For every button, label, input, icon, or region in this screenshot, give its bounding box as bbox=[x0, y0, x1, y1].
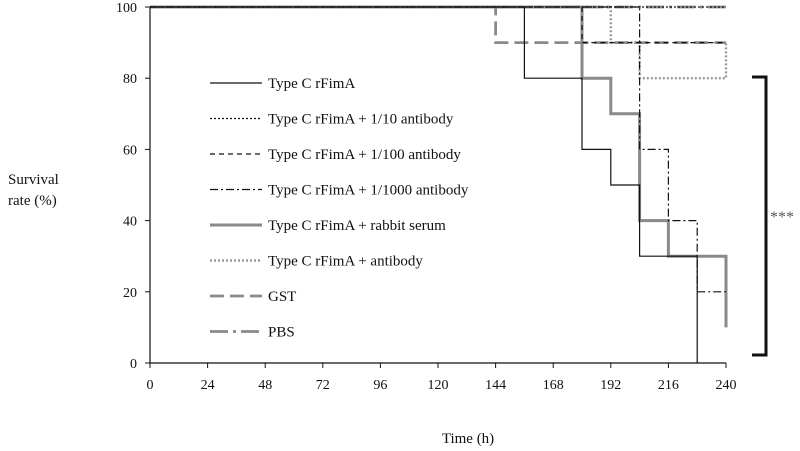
significance-label: *** bbox=[770, 209, 794, 226]
x-ticks: 0 24 48 72 96 120 144 168 192 216 240 bbox=[147, 363, 737, 393]
x-tick-label: 192 bbox=[600, 378, 621, 393]
series-lines bbox=[150, 5, 728, 363]
x-tick-label: 216 bbox=[658, 378, 679, 393]
x-tick-label: 168 bbox=[543, 378, 564, 393]
y-tick-label: 100 bbox=[116, 1, 137, 16]
legend-label: Type C rFimA + rabbit serum bbox=[268, 218, 446, 234]
legend-label: Type C rFimA + antibody bbox=[268, 254, 423, 270]
legend-label: GST bbox=[268, 289, 296, 305]
x-tick-label: 0 bbox=[147, 378, 154, 393]
x-tick-label: 48 bbox=[258, 378, 272, 393]
significance-bracket bbox=[752, 75, 768, 357]
series-line-1 bbox=[150, 6, 698, 363]
x-tick-label: 24 bbox=[201, 378, 215, 393]
y-tick-label: 60 bbox=[123, 143, 137, 158]
x-tick-label: 144 bbox=[485, 378, 506, 393]
x-tick-label: 96 bbox=[373, 378, 387, 393]
legend-label: Type C rFimA + 1/10 antibody bbox=[268, 112, 454, 128]
y-tick-label: 20 bbox=[123, 286, 137, 301]
legend: Type C rFimA Type C rFimA + 1/10 antibody… bbox=[210, 76, 469, 341]
y-axis-label-line2: rate (%) bbox=[8, 193, 57, 209]
x-axis-label: Time (h) bbox=[442, 431, 494, 447]
x-tick-label: 120 bbox=[428, 378, 449, 393]
legend-label: Type C rFimA + 1/1000 antibody bbox=[268, 183, 469, 199]
x-tick-label: 72 bbox=[316, 378, 330, 393]
y-tick-label: 40 bbox=[123, 215, 137, 230]
y-tick-label: 0 bbox=[130, 357, 137, 372]
y-tick-label: 80 bbox=[123, 72, 137, 87]
y-ticks: 0 20 40 60 80 100 bbox=[116, 1, 150, 372]
x-tick-label: 240 bbox=[716, 378, 737, 393]
series-line-4 bbox=[150, 6, 726, 293]
legend-label: PBS bbox=[268, 325, 295, 341]
legend-label: Type C rFimA bbox=[268, 76, 355, 92]
legend-label: Type C rFimA + 1/100 antibody bbox=[268, 147, 461, 163]
y-axis-label-line1: Survival bbox=[8, 172, 59, 188]
